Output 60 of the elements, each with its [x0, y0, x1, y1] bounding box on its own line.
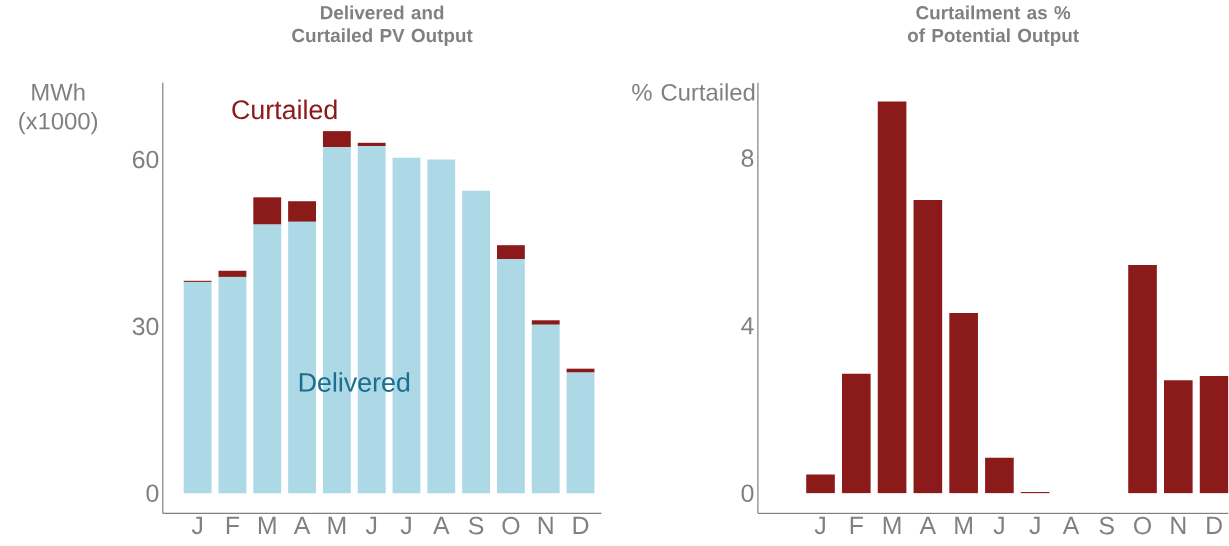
x-tick-label: O [1134, 516, 1152, 535]
y-axis-title: MWh (x1000) [19, 83, 98, 135]
x-tick-label: S [468, 516, 484, 535]
x-tick-label: J [993, 516, 1004, 535]
y-tick-label: 0 [741, 484, 754, 502]
bar [253, 224, 282, 494]
y-tick-label: 30 [132, 317, 159, 336]
bar [496, 258, 525, 494]
x-tick-label: M [883, 516, 901, 534]
x-tick-label: J [1029, 516, 1040, 535]
bar [949, 313, 978, 494]
x-tick-label: A [919, 516, 937, 534]
x-tick-label: N [538, 516, 553, 534]
x-tick-label: A [1062, 516, 1080, 534]
y-tick-label: 0 [146, 484, 159, 502]
bar [427, 159, 456, 494]
series-label: Curtailed [232, 99, 337, 120]
x-tick-label: J [400, 516, 411, 535]
bar [531, 320, 560, 325]
x-tick-label: N [1171, 516, 1186, 534]
bar [183, 281, 212, 494]
x-tick-label: S [1099, 516, 1114, 535]
bar [1164, 380, 1193, 494]
x-tick-label: J [365, 516, 377, 535]
chart-title: Delivered and Curtailed PV Output [292, 5, 473, 46]
bar [985, 457, 1014, 494]
x-tick-label: A [293, 516, 311, 534]
y-tick-label: 4 [741, 317, 754, 335]
x-tick-label: D [573, 516, 589, 534]
bar [218, 276, 247, 494]
x-tick-label: M [328, 516, 346, 534]
y-axis-title: % Curtailed [632, 83, 755, 101]
bar [253, 197, 282, 225]
bar [496, 245, 525, 259]
bar [913, 199, 943, 494]
bar [877, 101, 907, 494]
bar [841, 373, 871, 494]
x-tick-label: F [226, 516, 240, 534]
x-tick-label: O [502, 516, 520, 535]
chart-title: Curtailment as % of Potential Output [907, 5, 1079, 46]
x-tick-label: F [850, 516, 863, 534]
bar [357, 142, 386, 147]
x-tick-label: M [258, 516, 276, 534]
bar [806, 474, 835, 494]
bar [531, 324, 560, 494]
bar [566, 368, 595, 373]
bar [1128, 264, 1157, 494]
y-tick-label: 8 [741, 149, 754, 167]
x-tick-label: M [955, 516, 972, 534]
bar [462, 190, 491, 494]
bar [322, 131, 351, 148]
bar [288, 201, 316, 222]
bar [218, 270, 247, 277]
bar [1199, 375, 1229, 494]
x-tick-label: D [1207, 516, 1222, 534]
y-tick-label: 60 [132, 150, 159, 169]
x-tick-label: J [191, 516, 202, 535]
x-tick-label: A [433, 516, 450, 534]
bar [566, 372, 595, 494]
x-tick-label: J [814, 516, 825, 535]
